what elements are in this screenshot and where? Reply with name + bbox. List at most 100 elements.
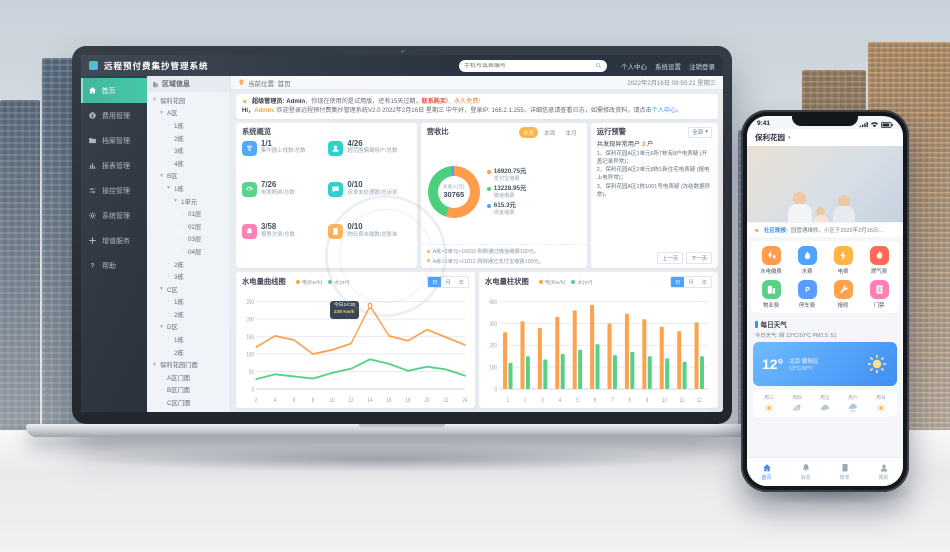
buy-link[interactable]: 联系购买! bbox=[421, 98, 449, 105]
topbar-link-1[interactable]: 系统设置 bbox=[655, 63, 681, 71]
line-tab-年[interactable]: 年 bbox=[458, 279, 464, 286]
leaf-dot-icon: · bbox=[167, 349, 170, 356]
service-item-5[interactable]: P 停车费 bbox=[789, 280, 825, 309]
tree-node-10[interactable]: · 02层 bbox=[147, 220, 230, 233]
tree-node-label: 3栋 bbox=[174, 148, 184, 156]
nav-item-2[interactable]: 账单 bbox=[825, 458, 864, 486]
admin-label: 超级管理员: Admin bbox=[252, 98, 306, 105]
search-icon[interactable] bbox=[595, 62, 602, 69]
nav-item-3[interactable]: 我的 bbox=[864, 458, 903, 486]
charts-row: 水电量曲线图 电(Kw/h) 水(m³) 日月年 0 50 100 150 200 250 2… bbox=[236, 271, 718, 408]
tree-node-2[interactable]: · 1栋 bbox=[147, 119, 230, 132]
search-box[interactable] bbox=[459, 59, 607, 72]
next-page-button[interactable]: 下一页 bbox=[686, 251, 712, 264]
tree-node-14[interactable]: · 3栋 bbox=[147, 270, 230, 283]
service-item-6[interactable]: 报修 bbox=[825, 280, 861, 309]
tree-node-3[interactable]: · 2栋 bbox=[147, 132, 230, 145]
search-input[interactable] bbox=[464, 62, 592, 69]
line-tab-月[interactable]: 月 bbox=[445, 279, 451, 286]
bill-icon bbox=[328, 223, 344, 239]
tree-node-20[interactable]: · 2栋 bbox=[147, 346, 230, 359]
tree-node-6[interactable]: ▾ B区 bbox=[147, 170, 230, 183]
svg-text:200: 200 bbox=[489, 343, 497, 350]
bar-tab-年[interactable]: 年 bbox=[701, 279, 707, 286]
tree-node-7[interactable]: ▾ 1栋 bbox=[147, 182, 230, 195]
sidebar-item-4[interactable]: 操控管理 bbox=[81, 178, 147, 203]
topbar-link-0[interactable]: 个人中心 bbox=[621, 63, 647, 71]
tree-node-11[interactable]: · 03层 bbox=[147, 233, 230, 246]
tree-node-4[interactable]: · 3栋 bbox=[147, 144, 230, 157]
tooltip-title: 今日14:30 bbox=[333, 302, 356, 308]
legend-amount: 16920.75元 bbox=[493, 167, 527, 175]
tree-node-12[interactable]: · 04层 bbox=[147, 245, 230, 258]
sidebar-item-7[interactable]: ? 帮助 bbox=[81, 253, 147, 278]
sidebar-item-5[interactable]: 系统管理 bbox=[81, 203, 147, 228]
legend-dot-icon bbox=[295, 279, 300, 284]
nav-item-0[interactable]: 首页 bbox=[747, 458, 786, 486]
tree-node-21[interactable]: ▾ 保利花园门面 bbox=[147, 358, 230, 371]
tree-node-13[interactable]: · 2栋 bbox=[147, 258, 230, 271]
tree-node-22[interactable]: · A区门面 bbox=[147, 371, 230, 384]
service-item-0[interactable]: 水电缴费 bbox=[753, 246, 789, 275]
tree-node-0[interactable]: ▾ 保利花园 bbox=[147, 94, 230, 107]
tree-node-23[interactable]: · B区门面 bbox=[147, 384, 230, 397]
sidebar-item-0[interactable]: 首页 bbox=[81, 78, 147, 103]
weather-city: 北京 朝阳区 bbox=[789, 358, 819, 365]
sidebar-item-2[interactable]: 档案管理 bbox=[81, 128, 147, 153]
revenue-tab-本月[interactable]: 本月 bbox=[565, 130, 577, 137]
weather-card[interactable]: 12° 北京 朝阳区 13°C/10°C bbox=[753, 342, 897, 386]
service-item-7[interactable]: 门禁 bbox=[861, 280, 897, 309]
sidebar-item-6[interactable]: 增值服务 bbox=[81, 228, 147, 253]
nav-item-1[interactable]: 消息 bbox=[786, 458, 825, 486]
leaf-dot-icon: · bbox=[167, 311, 170, 318]
tree-node-9[interactable]: · 01层 bbox=[147, 207, 230, 220]
leaf-dot-icon: · bbox=[167, 122, 170, 129]
chevron-down-icon[interactable]: ▾ bbox=[788, 134, 791, 141]
revenue-tab-本周[interactable]: 本周 bbox=[544, 130, 556, 137]
log-link[interactable]: 日志 bbox=[572, 107, 585, 115]
sidebar-item-3[interactable]: 报表管理 bbox=[81, 153, 147, 178]
tree-node-1[interactable]: ▾ A区 bbox=[147, 107, 230, 120]
caret-down-icon: ▾ bbox=[160, 323, 163, 330]
meter-off-icon bbox=[242, 182, 257, 198]
tree-node-15[interactable]: ▾ C区 bbox=[147, 283, 230, 296]
legend-item: 水(m³) bbox=[328, 278, 349, 286]
line-chart-card: 水电量曲线图 电(Kw/h) 水(m³) 日月年 0 50 100 150 200 250 2… bbox=[236, 271, 475, 408]
service-item-3[interactable]: 燃气费 bbox=[861, 246, 897, 275]
tree-node-18[interactable]: ▾ D区 bbox=[147, 321, 230, 334]
tree-node-24[interactable]: · C区门面 bbox=[147, 396, 230, 409]
service-item-1[interactable]: 水费 bbox=[789, 246, 825, 275]
topbar-link-2[interactable]: 注销登录 bbox=[689, 63, 715, 71]
profile-link[interactable]: 个人中心 bbox=[651, 107, 677, 115]
bar-tab-日[interactable]: 日 bbox=[671, 276, 685, 287]
line-tab-日[interactable]: 日 bbox=[428, 276, 442, 287]
sidebar-item-1[interactable]: 费用管理 bbox=[81, 103, 147, 128]
service-item-2[interactable]: 电费 bbox=[825, 246, 861, 275]
leaf-dot-icon: · bbox=[181, 210, 184, 217]
bar-tab-月[interactable]: 月 bbox=[688, 279, 694, 286]
tree-node-17[interactable]: · 2栋 bbox=[147, 308, 230, 321]
revenue-tab-今天[interactable]: 今天 bbox=[518, 126, 539, 138]
caret-down-icon: ▾ bbox=[153, 361, 156, 368]
svg-text:4: 4 bbox=[274, 397, 277, 404]
tree-node-label: 01层 bbox=[188, 211, 202, 219]
service-item-4[interactable]: 物业费 bbox=[753, 280, 789, 309]
power-pay-icon bbox=[761, 246, 781, 265]
prev-page-button[interactable]: 上一页 bbox=[657, 251, 684, 264]
svg-text:7: 7 bbox=[611, 397, 614, 404]
warning-item: 3、保利花园A区1栋1001号电表疑 (冻结数据异常)。 bbox=[596, 183, 711, 198]
phone-notice-bar[interactable]: 社区晚报: 园管通维修，小区于2022年2月16日… bbox=[747, 222, 903, 237]
tree-node-16[interactable]: · 1栋 bbox=[147, 296, 230, 309]
bar-chart-card: 水电量柱状图 电(Kw/h) 水(m³) 日月年 0 100 200 300 400 1 2 3… bbox=[479, 271, 718, 408]
community-title[interactable]: 保利花园 bbox=[755, 133, 785, 142]
leaf-dot-icon: · bbox=[167, 147, 170, 154]
tree-node-5[interactable]: · 4栋 bbox=[147, 157, 230, 170]
legend-dot-icon bbox=[571, 279, 576, 284]
svg-text:16: 16 bbox=[386, 397, 391, 404]
leaf-dot-icon: · bbox=[160, 374, 163, 381]
tree-node-label: C区 bbox=[167, 286, 178, 294]
tree-node-8[interactable]: ▾ 1单元 bbox=[147, 195, 230, 208]
tree-node-19[interactable]: · 1栋 bbox=[147, 333, 230, 346]
warning-filter-select[interactable]: 全部 ▾ bbox=[688, 126, 712, 138]
